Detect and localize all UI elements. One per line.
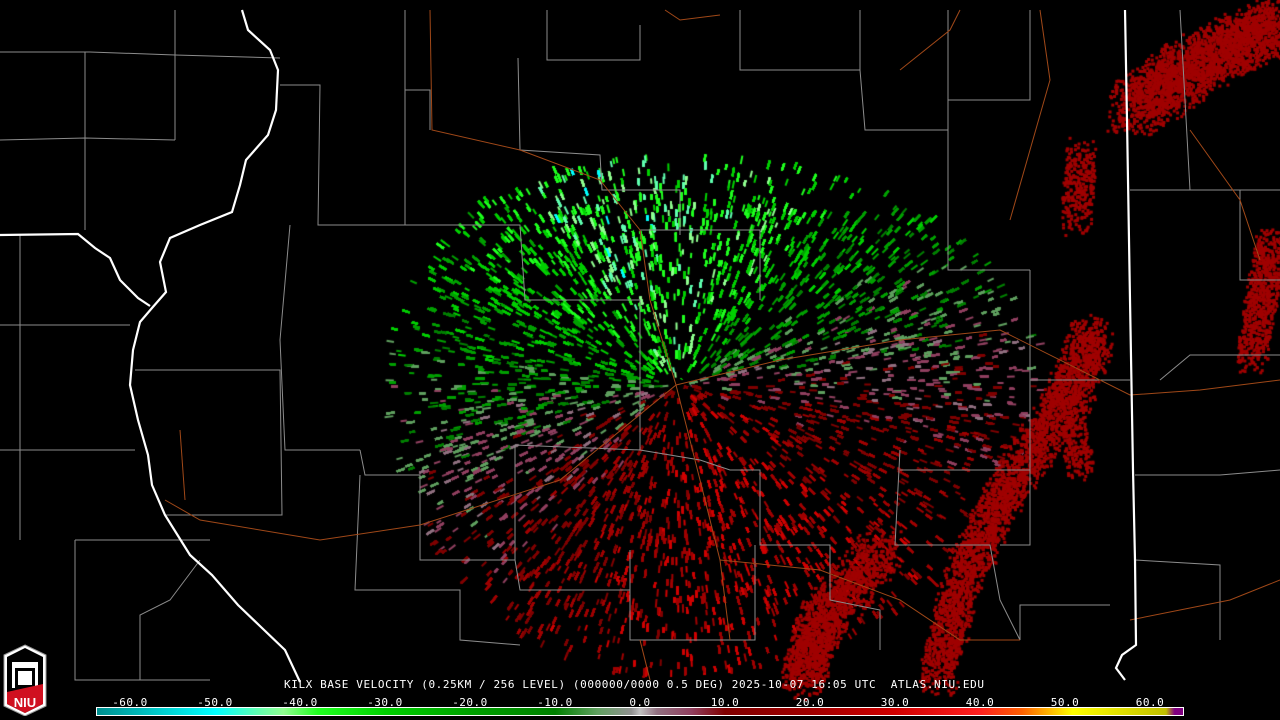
county-line xyxy=(280,84,406,226)
county-line xyxy=(0,51,281,59)
svg-text:NIU: NIU xyxy=(14,695,36,710)
colorbar-tick-label: 30.0 xyxy=(880,696,910,709)
highway-line xyxy=(1009,9,1051,221)
colorbar-tick-label: -60.0 xyxy=(112,696,148,709)
county-line xyxy=(1159,354,1280,381)
county-line xyxy=(639,449,881,650)
highway-line xyxy=(179,429,186,501)
county-line xyxy=(640,229,761,300)
highway-line xyxy=(719,559,1020,641)
colorbar-tick-label: -50.0 xyxy=(197,696,233,709)
colorbar-tick-label: 10.0 xyxy=(710,696,740,709)
county-line xyxy=(546,10,641,61)
colorbar-tick-label: -40.0 xyxy=(282,696,318,709)
state-borders xyxy=(0,9,1138,683)
county-line xyxy=(135,369,283,516)
county-line xyxy=(629,545,756,641)
product-caption: KILX BASE VELOCITY (0.25KM / 256 LEVEL) … xyxy=(284,678,985,691)
county-line xyxy=(0,137,176,141)
county-line xyxy=(74,540,210,681)
niu-logo: NIU xyxy=(3,644,47,716)
colorbar-tick-label: -30.0 xyxy=(367,696,403,709)
county-line xyxy=(1029,270,1130,381)
highway-line xyxy=(899,9,961,71)
velocity-colorbar xyxy=(96,707,1184,716)
highway-line xyxy=(639,639,651,681)
county-line xyxy=(514,559,630,591)
county-line xyxy=(1135,469,1280,476)
county-line xyxy=(1179,9,1280,191)
highway-line xyxy=(1129,579,1280,621)
colorbar-tick-label: -10.0 xyxy=(537,696,573,709)
county-line xyxy=(859,69,948,131)
county-line xyxy=(354,474,521,646)
colorbar-tick-label: 40.0 xyxy=(965,696,995,709)
colorbar-tick-label: 0.0 xyxy=(629,696,651,709)
county-line xyxy=(894,449,1110,641)
county-line xyxy=(139,559,201,680)
county-line xyxy=(359,300,641,561)
county-line xyxy=(1134,559,1221,640)
county-line xyxy=(947,10,1031,101)
highway-line xyxy=(429,9,731,641)
colorbar-tick-label: 20.0 xyxy=(795,696,825,709)
colorbar-tick-label: 60.0 xyxy=(1135,696,1165,709)
county-line xyxy=(739,10,861,71)
highway-line xyxy=(675,329,1280,396)
county-line xyxy=(947,100,1030,271)
county-line xyxy=(1000,380,1031,546)
indiana-border xyxy=(1114,9,1138,681)
county-lines xyxy=(0,9,1280,681)
highway-line xyxy=(1189,129,1261,261)
mississippi-river-border xyxy=(128,9,301,683)
county-line xyxy=(1130,189,1280,281)
iowa-missouri-border xyxy=(0,232,151,307)
county-line xyxy=(404,10,431,130)
highway-line xyxy=(664,9,721,21)
colorbar-tick-label: 50.0 xyxy=(1050,696,1080,709)
county-line xyxy=(405,224,640,301)
county-line xyxy=(517,57,681,235)
highway-lines xyxy=(164,9,1280,681)
colorbar-tick-label: -20.0 xyxy=(452,696,488,709)
highway-line xyxy=(164,384,677,541)
county-line xyxy=(279,224,360,451)
